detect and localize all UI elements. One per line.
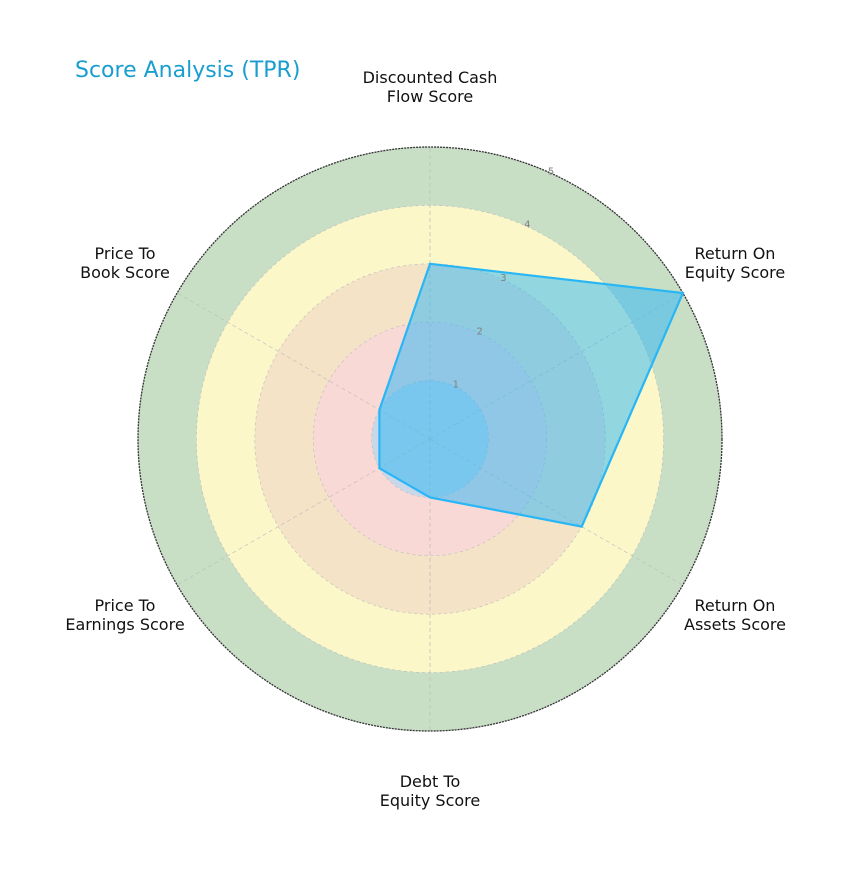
axis-label-pe: Price To Earnings Score: [65, 596, 185, 634]
r-tick-label: 4: [524, 220, 530, 231]
r-tick-label: 2: [476, 326, 482, 337]
r-tick-label: 1: [453, 380, 459, 391]
chart-title: Score Analysis (TPR): [75, 58, 301, 83]
axis-label-roa: Return On Assets Score: [684, 596, 786, 634]
series-polygon: [378, 262, 685, 528]
radial-tick-labels: 1 2 3 4 5: [453, 166, 555, 390]
axis-label-de: Debt To Equity Score: [379, 772, 481, 810]
axis-label-roe: Return On Equity Score: [684, 244, 786, 282]
r-tick-label: 5: [548, 166, 554, 177]
outer-ring: [137, 146, 723, 732]
score-polygon: [378, 262, 685, 528]
axis-label-dcf: Discounted Cash Flow Score: [362, 68, 498, 106]
axis-label-pb: Price To Book Score: [80, 244, 170, 282]
r-tick-label: 3: [500, 273, 506, 284]
